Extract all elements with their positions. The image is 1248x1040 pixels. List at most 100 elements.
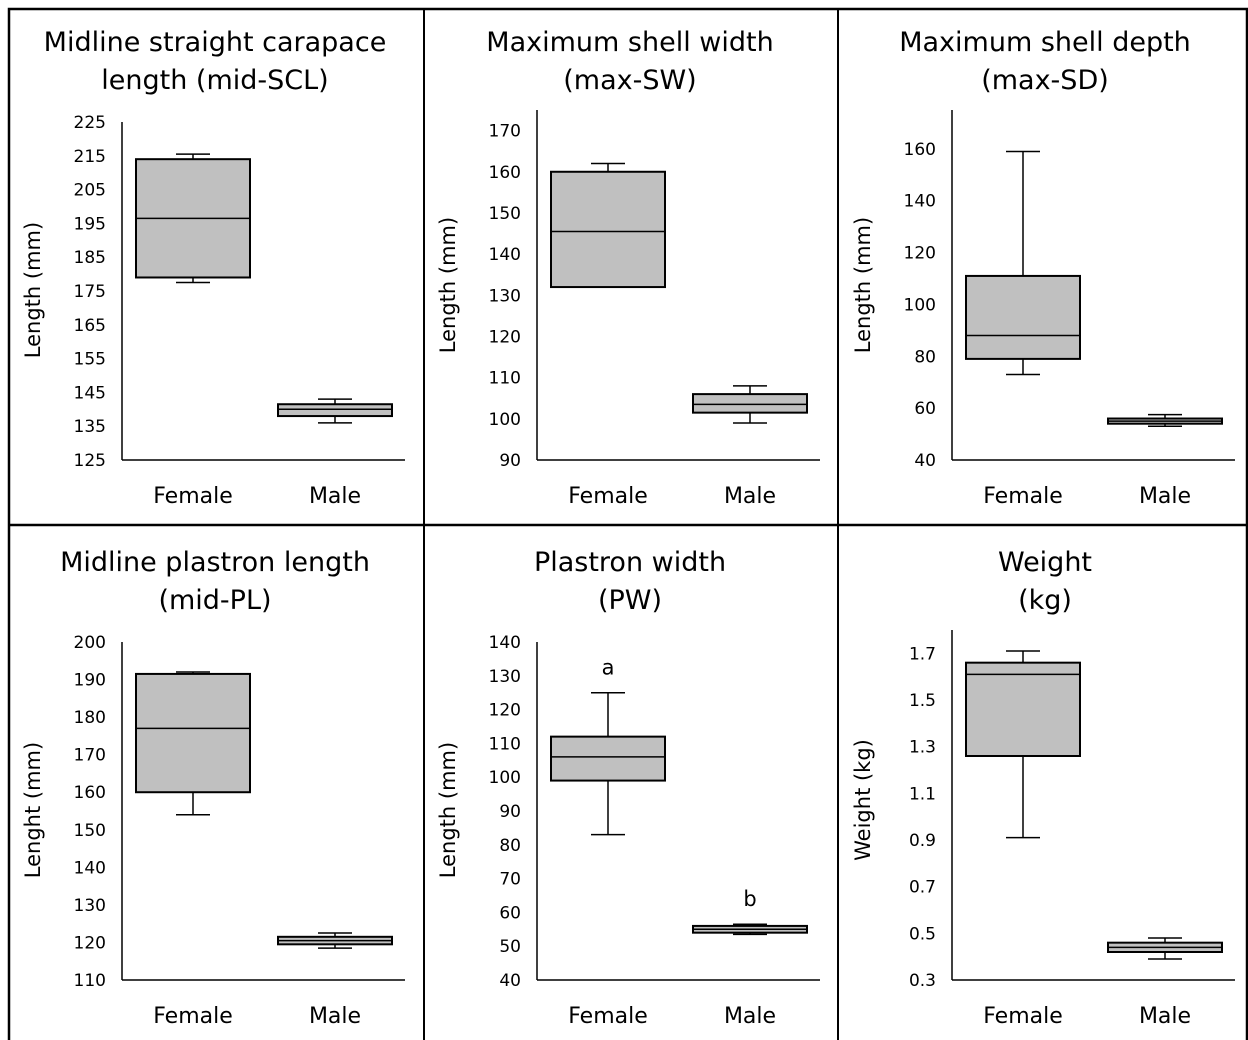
- box-male: [277, 932, 393, 949]
- y-axis-label: Length (mm): [436, 217, 460, 353]
- y-tick-label: 160: [904, 140, 936, 160]
- y-axis-label: Length (mm): [436, 742, 460, 878]
- y-tick-label: 160: [489, 163, 521, 183]
- x-category-label: Female: [568, 1004, 648, 1029]
- y-tick-label: 130: [489, 667, 521, 687]
- y-tick-label: 1.3: [909, 738, 936, 758]
- box-female: [550, 162, 666, 289]
- y-tick-label: 190: [74, 671, 106, 691]
- chart-title-line: (PW): [598, 585, 662, 616]
- chart-panel-mid-pl: Midline plastron length (mid-PL) 110 120 130…: [21, 547, 405, 1029]
- chart-title-line: (mid-PL): [158, 585, 271, 616]
- x-category-label: Male: [1139, 1004, 1191, 1029]
- chart-title-line: Plastron width: [534, 547, 726, 578]
- box-iqr: [965, 661, 1081, 758]
- y-tick-label: 0.3: [909, 971, 936, 991]
- y-tick-label: 165: [74, 316, 106, 336]
- y-tick-label: 1.1: [909, 784, 936, 804]
- y-tick-label: 140: [489, 245, 521, 265]
- chart-panel-pw: Plastron width (PW) 40 50 60 70 80 90 100 110 120 1…: [436, 547, 820, 1029]
- y-tick-label: 110: [489, 369, 521, 389]
- y-tick-label: 145: [74, 383, 106, 403]
- chart-title-line: length (mid-SCL): [101, 65, 328, 96]
- x-category-label: Male: [309, 1004, 361, 1029]
- chart-title-line: Maximum shell width: [486, 27, 773, 58]
- chart-title-line: Midline plastron length: [60, 547, 370, 578]
- y-tick-label: 140: [489, 633, 521, 653]
- y-tick-label: 135: [74, 417, 106, 437]
- y-tick-label: 100: [489, 410, 521, 430]
- y-tick-label: 50: [499, 937, 521, 957]
- annotation-label: a: [602, 656, 615, 680]
- box-female: [135, 671, 251, 816]
- y-tick-label: 1.7: [909, 644, 936, 664]
- y-tick-label: 195: [74, 214, 106, 234]
- box-iqr: [965, 274, 1081, 360]
- y-axis-label: Weight (kg): [851, 739, 875, 861]
- chart-panel-max-sd: Maximum shell depth (max-SD) 40 60 80 100 120 1…: [851, 27, 1235, 509]
- x-category-label: Female: [983, 484, 1063, 509]
- y-axis-label: Length (mm): [851, 217, 875, 353]
- y-tick-label: 225: [74, 113, 106, 133]
- y-tick-label: 90: [499, 451, 521, 471]
- chart-title-line: Maximum shell depth: [899, 27, 1191, 58]
- x-category-label: Male: [724, 1004, 776, 1029]
- y-tick-label: 200: [74, 633, 106, 653]
- y-axis-label: Length (mm): [21, 222, 45, 358]
- y-tick-label: 150: [74, 821, 106, 841]
- x-category-label: Male: [724, 484, 776, 509]
- chart-title-line: (kg): [1018, 585, 1072, 616]
- figure-frame: [7, 7, 1248, 1040]
- y-tick-label: 155: [74, 350, 106, 370]
- y-tick-label: 130: [74, 896, 106, 916]
- box-iqr: [550, 170, 666, 289]
- y-tick-label: 110: [489, 734, 521, 754]
- y-tick-label: 120: [74, 933, 106, 953]
- box-male: [692, 923, 808, 936]
- chart-panel-mid-scl: Midline straight carapace length (mid-SCL…: [21, 27, 405, 509]
- y-tick-label: 120: [489, 701, 521, 721]
- box-male: [1107, 413, 1223, 428]
- box-female: [135, 153, 251, 284]
- y-tick-label: 205: [74, 181, 106, 201]
- y-tick-label: 90: [499, 802, 521, 822]
- y-tick-label: 40: [914, 451, 936, 471]
- y-tick-label: 0.5: [909, 924, 936, 944]
- y-tick-label: 40: [499, 971, 521, 991]
- y-tick-label: 0.9: [909, 831, 936, 851]
- y-tick-label: 70: [499, 870, 521, 890]
- y-tick-label: 215: [74, 147, 106, 167]
- box-male: [277, 398, 393, 424]
- y-tick-label: 125: [74, 451, 106, 471]
- y-tick-label: 60: [914, 399, 936, 419]
- y-tick-label: 1.5: [909, 691, 936, 711]
- y-tick-label: 120: [489, 327, 521, 347]
- y-tick-label: 140: [74, 858, 106, 878]
- box-iqr: [550, 735, 666, 782]
- x-category-label: Male: [1139, 484, 1191, 509]
- chart-title-line: Weight: [998, 547, 1092, 578]
- y-tick-label: 100: [489, 768, 521, 788]
- box-female: [550, 691, 666, 836]
- box-iqr: [135, 672, 251, 794]
- y-tick-label: 170: [74, 746, 106, 766]
- y-tick-label: 100: [904, 295, 936, 315]
- y-tick-label: 160: [74, 783, 106, 803]
- y-tick-label: 0.7: [909, 878, 936, 898]
- y-tick-label: 60: [499, 903, 521, 923]
- y-tick-label: 170: [489, 122, 521, 142]
- x-category-label: Male: [309, 484, 361, 509]
- box-female: [965, 650, 1081, 839]
- box-male: [692, 385, 808, 424]
- annotation-label: b: [743, 887, 756, 911]
- box-iqr: [277, 403, 393, 418]
- y-tick-label: 185: [74, 248, 106, 268]
- y-tick-label: 80: [914, 347, 936, 367]
- x-category-label: Female: [153, 1004, 233, 1029]
- y-tick-label: 150: [489, 204, 521, 224]
- y-tick-label: 120: [904, 244, 936, 264]
- x-category-label: Female: [983, 1004, 1063, 1029]
- y-tick-label: 130: [489, 286, 521, 306]
- y-tick-label: 175: [74, 282, 106, 302]
- chart-title-line: (max-SD): [981, 65, 1109, 96]
